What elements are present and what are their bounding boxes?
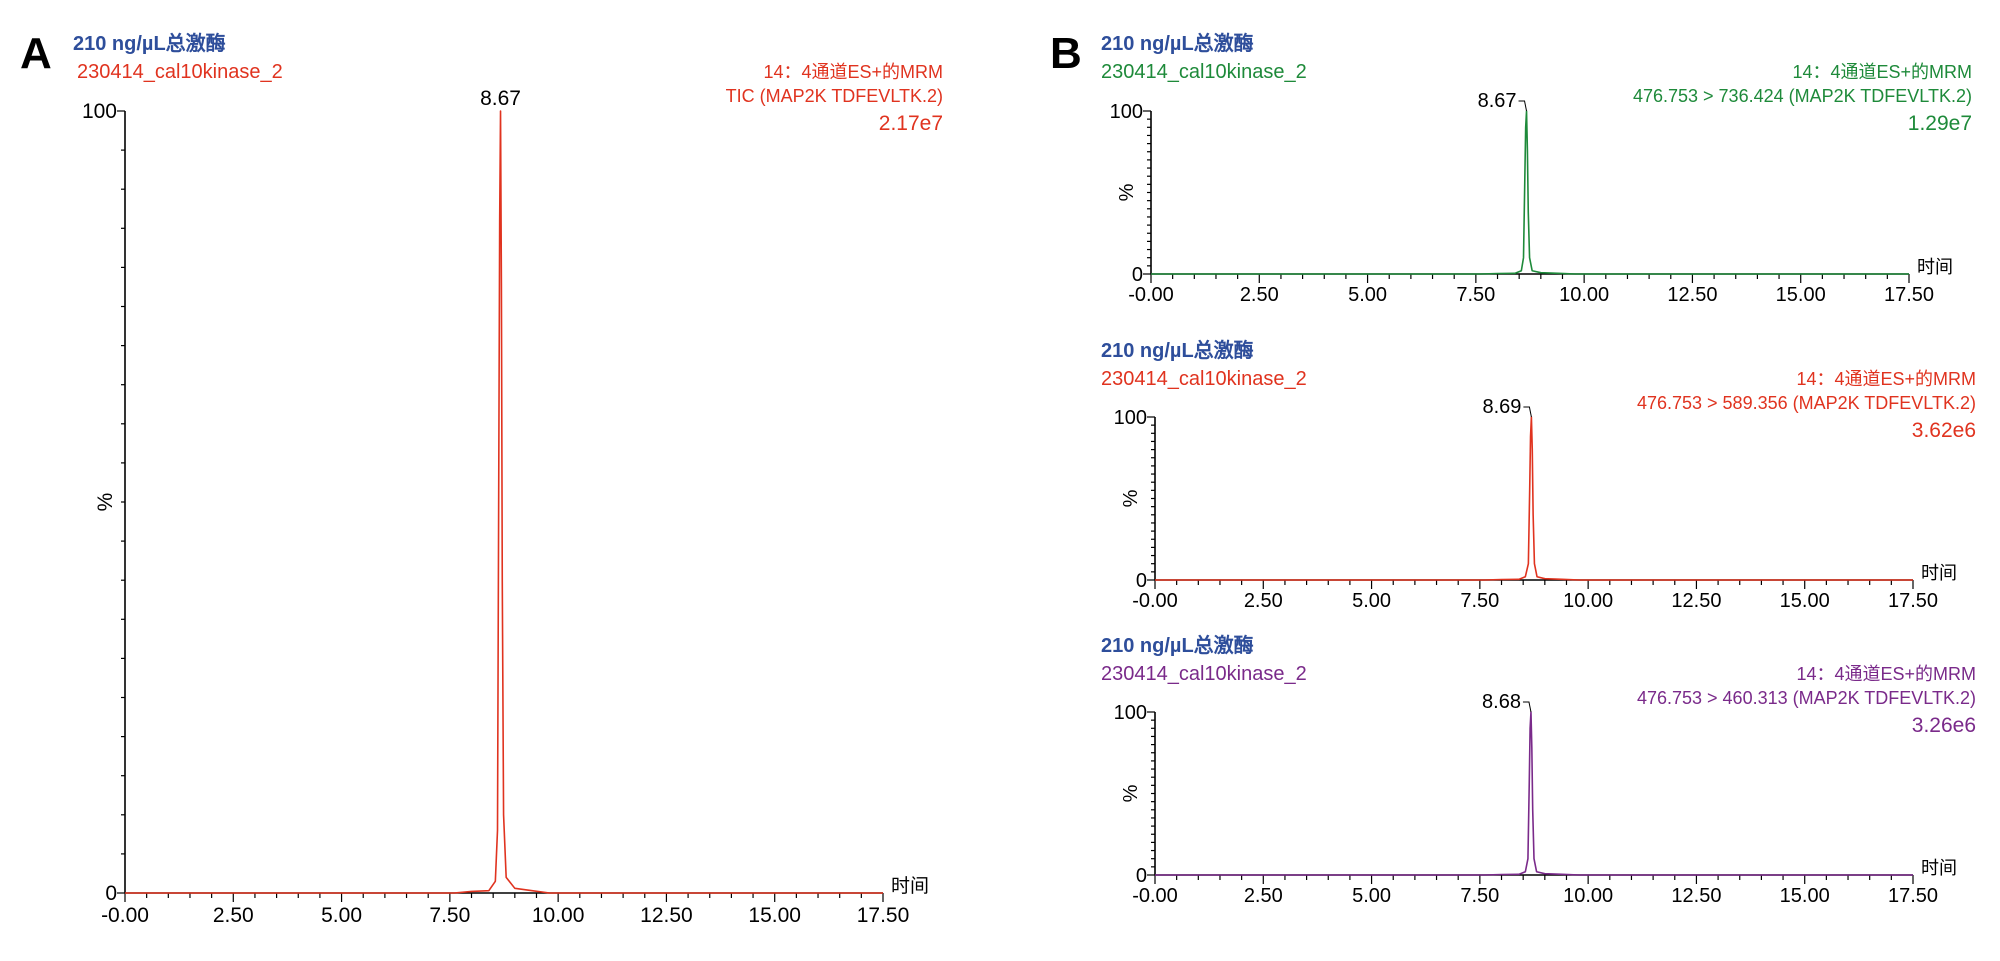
sample-name: 230414_cal10kinase_2: [1101, 663, 1307, 685]
y-tick-label: 0: [1132, 264, 1143, 286]
y-tick-label: 0: [105, 882, 117, 905]
x-tick-label: 15.00: [1780, 590, 1830, 612]
x-axis-label: 时间: [891, 875, 929, 897]
x-tick-label: 10.00: [1563, 885, 1613, 907]
x-tick-label: 12.50: [1667, 284, 1717, 306]
y-axis-label: %: [1120, 489, 1142, 507]
chromatogram-panel-2: 210 ng/µL总激酶 230414_cal10kinase_2 14：4通道ES…: [1101, 31, 1972, 306]
x-tick-label: -0.00: [1132, 590, 1178, 612]
chromatogram-panel-4: 210 ng/µL总激酶 230414_cal10kinase_2 14：4通道ES…: [1101, 633, 1976, 907]
x-tick-label: 7.50: [1460, 590, 1499, 612]
trace-label: 476.753 > 589.356 (MAP2K TDFEVLTK.2): [1637, 393, 1976, 413]
sample-name: 230414_cal10kinase_2: [1101, 368, 1307, 390]
x-tick-label: 17.50: [857, 904, 910, 927]
channel-label: 14：4通道ES+的MRM: [1792, 62, 1972, 82]
x-tick-label: 12.50: [640, 904, 693, 927]
panel-letter-b: B: [1050, 29, 1082, 78]
y-axis-label: %: [94, 493, 117, 512]
trace-label: 476.753 > 460.313 (MAP2K TDFEVLTK.2): [1637, 688, 1976, 708]
sample-name: 230414_cal10kinase_2: [77, 61, 283, 83]
x-tick-label: 2.50: [1244, 885, 1283, 907]
chart-title: 210 ng/µL总激酶: [1101, 633, 1254, 657]
peak-leader-line: [1523, 406, 1532, 418]
chromatogram-trace: [125, 110, 883, 894]
x-tick-label: 17.50: [1884, 284, 1934, 306]
chart-title: 210 ng/µL总激酶: [1101, 338, 1254, 362]
chromatogram-trace: [1155, 416, 1913, 581]
panel-letter-a: A: [20, 29, 52, 78]
peak-leader-line: [1518, 100, 1528, 112]
x-axis-label: 时间: [1921, 858, 1957, 878]
x-tick-label: 17.50: [1888, 885, 1938, 907]
y-tick-label: 100: [1110, 101, 1143, 123]
x-tick-label: 15.00: [1780, 885, 1830, 907]
x-tick-label: 7.50: [1460, 885, 1499, 907]
y-tick-label: 100: [82, 100, 117, 123]
intensity-label: 3.62e6: [1912, 419, 1976, 442]
x-axis-label: 时间: [1917, 257, 1953, 277]
x-tick-label: 15.00: [748, 904, 801, 927]
y-tick-label: 0: [1136, 570, 1147, 592]
peak-retention-label: 8.67: [480, 87, 521, 110]
chromatogram-panel-3: 210 ng/µL总激酶 230414_cal10kinase_2 14：4通道ES…: [1101, 338, 1976, 612]
chromatogram-trace: [1151, 110, 1909, 275]
y-axis-label: %: [1120, 784, 1142, 802]
peak-retention-label: 8.67: [1478, 90, 1517, 112]
x-tick-label: 15.00: [1776, 284, 1826, 306]
channel-label: 14：4通道ES+的MRM: [1796, 369, 1976, 389]
x-tick-label: 10.00: [532, 904, 585, 927]
channel-label: 14：4通道ES+的MRM: [763, 62, 943, 82]
x-tick-label: 10.00: [1559, 284, 1609, 306]
x-tick-label: 7.50: [429, 904, 470, 927]
x-tick-label: 2.50: [1244, 590, 1283, 612]
peak-leader-line: [1522, 701, 1532, 713]
x-tick-label: 17.50: [1888, 590, 1938, 612]
y-axis-label: %: [1116, 183, 1138, 201]
y-tick-label: 0: [1136, 865, 1147, 887]
x-axis-label: 时间: [1921, 563, 1957, 583]
x-tick-label: -0.00: [1128, 284, 1174, 306]
x-tick-label: 2.50: [1240, 284, 1279, 306]
intensity-label: 3.26e6: [1912, 714, 1976, 737]
x-tick-label: 5.00: [1348, 284, 1387, 306]
x-tick-label: 5.00: [1352, 590, 1391, 612]
trace-label: 476.753 > 736.424 (MAP2K TDFEVLTK.2): [1633, 86, 1972, 106]
intensity-label: 1.29e7: [1908, 112, 1972, 135]
x-tick-label: -0.00: [101, 904, 149, 927]
intensity-label: 2.17e7: [879, 112, 943, 135]
trace-label: TIC (MAP2K TDFEVLTK.2): [726, 86, 943, 106]
chromatogram-panel-1: 210 ng/µL总激酶 230414_cal10kinase_2 14：4通道ES…: [73, 31, 943, 927]
peak-retention-label: 8.68: [1482, 691, 1521, 713]
x-tick-label: 5.00: [1352, 885, 1391, 907]
x-tick-label: 12.50: [1671, 885, 1721, 907]
x-tick-label: 12.50: [1671, 590, 1721, 612]
chart-title: 210 ng/µL总激酶: [1101, 31, 1254, 55]
x-tick-label: 7.50: [1456, 284, 1495, 306]
x-tick-label: 10.00: [1563, 590, 1613, 612]
peak-retention-label: 8.69: [1482, 396, 1521, 418]
chromatogram-plots: 210 ng/µL总激酶 230414_cal10kinase_2 14：4通道ES…: [73, 31, 1976, 927]
y-tick-label: 100: [1114, 702, 1147, 724]
x-tick-label: 2.50: [213, 904, 254, 927]
sample-name: 230414_cal10kinase_2: [1101, 61, 1307, 83]
channel-label: 14：4通道ES+的MRM: [1796, 664, 1976, 684]
x-tick-label: -0.00: [1132, 885, 1178, 907]
y-tick-label: 100: [1114, 407, 1147, 429]
chromatogram-trace: [1155, 711, 1913, 876]
x-tick-label: 5.00: [321, 904, 362, 927]
chart-title: 210 ng/µL总激酶: [73, 31, 226, 55]
